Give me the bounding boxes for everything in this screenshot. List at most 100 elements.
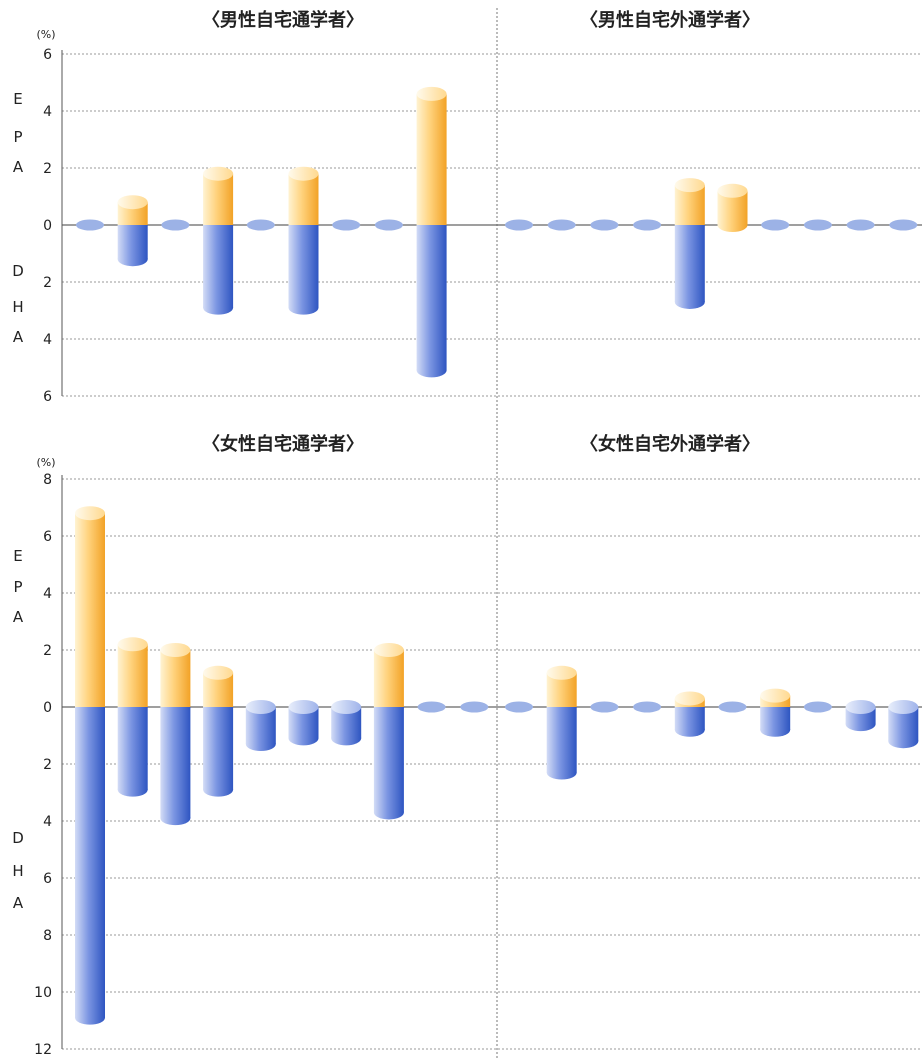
dha-bar [546, 707, 577, 773]
y-tick-label: 4 [43, 104, 52, 120]
dha-bar [416, 225, 447, 371]
dha-axis-letter: A [13, 328, 24, 346]
zero-marker [846, 219, 875, 231]
dha-bar [75, 707, 105, 1018]
epa-bar [117, 644, 148, 707]
panel-title: 〈男性自宅通学者〉 [202, 9, 364, 31]
y-tick-label: 2 [43, 161, 52, 177]
dha-bar-base [674, 294, 705, 309]
unit-label: (%) [36, 28, 55, 41]
dha-bar-base [160, 811, 191, 826]
zero-marker [505, 219, 533, 231]
y-tick-label: 10 [34, 985, 52, 1001]
epa-bar-cap [674, 691, 705, 706]
dha-bar-base [373, 805, 404, 820]
epa-bar-cap [546, 665, 577, 680]
epa-bar-cap [203, 665, 234, 680]
y-tick-label: 2 [43, 643, 52, 659]
dha-bar [117, 707, 148, 790]
dha-bar [203, 707, 234, 790]
dha-bar [373, 707, 404, 813]
dha-axis-letter: H [12, 298, 23, 316]
zero-marker [889, 219, 918, 231]
y-tick-label: 12 [34, 1042, 52, 1058]
y-tick-label: 4 [43, 332, 52, 348]
epa-axis-letter: E [13, 90, 22, 108]
zero-marker [505, 701, 533, 713]
zero-marker [460, 701, 489, 713]
dha-axis-letter: H [12, 862, 23, 880]
y-tick-label: 8 [43, 472, 52, 488]
dha-bar [288, 225, 319, 308]
epa-bar-cap [416, 86, 447, 101]
epa-axis-letter: P [13, 578, 22, 596]
dha-axis-letter: D [12, 829, 24, 847]
dha-bar-base [245, 737, 276, 752]
dha-bar-cap [288, 700, 319, 714]
epa-bar-cap [373, 643, 404, 657]
panel-title: 〈女性自宅外通学者〉 [580, 433, 760, 455]
epa-axis-letter: A [13, 158, 24, 176]
dha-bar [674, 225, 705, 302]
y-tick-label: 6 [43, 47, 52, 63]
y-tick-label: 0 [43, 218, 52, 234]
dha-bar-cap [888, 700, 919, 714]
zero-marker [803, 219, 832, 231]
y-tick-label: 8 [43, 928, 52, 944]
dha-bar-base [845, 717, 876, 732]
dha-bar-base [674, 722, 705, 737]
dha-axis-letter: A [13, 894, 24, 912]
y-tick-label: 4 [43, 814, 52, 830]
epa-bar [416, 93, 447, 226]
epa-bar-cap [760, 688, 791, 703]
epa-bar-cap [160, 643, 191, 657]
zero-marker [246, 219, 275, 231]
y-tick-label: 2 [43, 757, 52, 773]
panel-title: 〈男性自宅外通学者〉 [580, 9, 760, 31]
zero-marker [590, 701, 619, 713]
zero-marker [332, 219, 361, 231]
dha-bar-cap [845, 700, 876, 714]
dha-bar-base [75, 1010, 105, 1025]
dha-bar-base [203, 300, 234, 315]
y-tick-label: 6 [43, 529, 52, 545]
dha-bar-base [416, 363, 447, 378]
y-tick-label: 6 [43, 389, 52, 405]
dha-axis-letter: D [12, 262, 24, 280]
zero-marker [547, 219, 576, 231]
epa-bar-cap [288, 166, 319, 181]
epa-bar [160, 650, 191, 707]
epa-bar-cap [674, 178, 705, 193]
zero-marker [161, 219, 190, 231]
dha-bar-base [760, 722, 791, 737]
epa-bar [75, 513, 105, 707]
dha-bar [160, 707, 191, 819]
dha-bar-cap [331, 700, 362, 714]
dha-bar-base [288, 731, 319, 746]
dha-bar-cap [245, 700, 276, 714]
epa-bar [373, 650, 404, 707]
y-tick-label: 6 [43, 871, 52, 887]
zero-marker [417, 701, 446, 713]
zero-marker [761, 219, 790, 231]
zero-marker [803, 701, 832, 713]
y-tick-label: 2 [43, 275, 52, 291]
epa-bar [203, 173, 234, 225]
zero-marker [633, 219, 662, 231]
dha-bar-base [117, 782, 148, 797]
epa-axis-letter: E [13, 547, 22, 565]
dha-bar-base [331, 731, 362, 746]
dha-bar-base [117, 252, 148, 267]
dha-bar [203, 225, 234, 308]
zero-marker [633, 701, 662, 713]
panel-title: 〈女性自宅通学者〉 [202, 433, 364, 455]
zero-marker [374, 219, 403, 231]
dha-bar-base [288, 300, 319, 315]
epa-bar-cap [117, 195, 148, 210]
epa-bar [288, 173, 319, 225]
y-tick-label: 0 [43, 700, 52, 716]
